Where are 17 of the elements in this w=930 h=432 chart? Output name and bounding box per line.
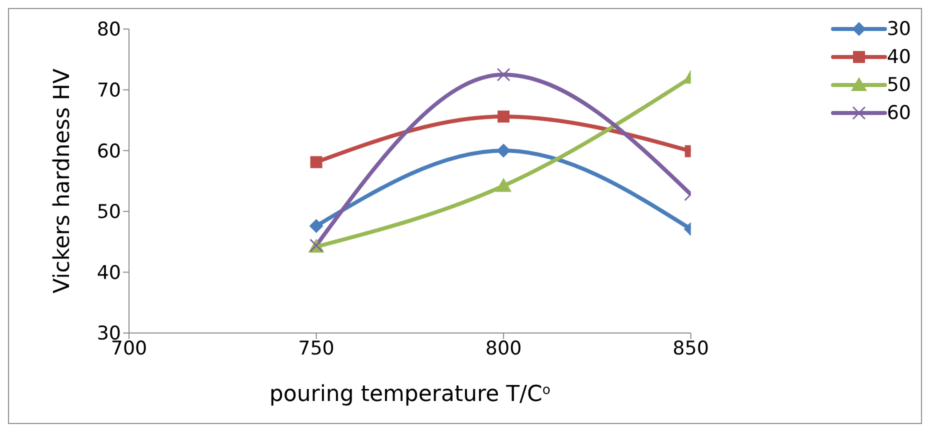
y-tick-label: 40 <box>96 262 121 284</box>
legend-label: 30 <box>886 18 911 40</box>
x-tick-label: 800 <box>485 337 522 360</box>
y-tick-label: 80 <box>96 18 121 41</box>
y-tick-label: 70 <box>96 80 121 102</box>
point <box>309 218 324 233</box>
legend-label: 50 <box>886 74 911 96</box>
y-tick-label: 50 <box>96 201 121 224</box>
y-axis-title: Vickers hardness HV <box>50 68 75 294</box>
legend-label: 40 <box>886 46 911 68</box>
legend-label: 60 <box>886 102 911 124</box>
x-tick-label: 750 <box>298 337 334 360</box>
x-axis-title: pouring temperature T/C$^{o}$ <box>269 382 550 407</box>
x-tick-label: 850 <box>672 337 709 360</box>
point <box>496 68 510 82</box>
point <box>310 156 322 168</box>
y-tick-label: 60 <box>96 140 121 162</box>
